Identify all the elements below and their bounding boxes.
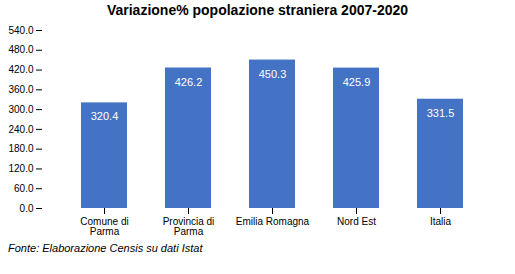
svg-text:420.0: 420.0 <box>8 64 33 75</box>
svg-text:0.0: 0.0 <box>20 203 34 214</box>
html-text:Variazione% popolazione strani: Variazione% popolazione straniera 2007-2… <box>106 2 409 18</box>
svg-text:240.0: 240.0 <box>8 124 33 135</box>
svg-text:60.0: 60.0 <box>14 183 34 194</box>
svg-text:426.2: 426.2 <box>175 76 203 88</box>
html-text:Fonte: Elaborazione Censis su: Fonte: Elaborazione Censis su dati Istat <box>8 242 203 254</box>
svg-text:Comune diParma: Comune diParma <box>80 216 128 237</box>
svg-text:120.0: 120.0 <box>8 163 33 174</box>
svg-text:Italia: Italia <box>430 216 452 227</box>
svg-text:540.0: 540.0 <box>8 25 33 36</box>
svg-text:320.4: 320.4 <box>91 110 119 122</box>
svg-text:480.0: 480.0 <box>8 44 33 55</box>
svg-text:331.5: 331.5 <box>427 107 455 119</box>
svg-text:Nord Est: Nord Est <box>337 216 376 227</box>
svg-text:300.0: 300.0 <box>8 104 33 115</box>
svg-text:180.0: 180.0 <box>8 143 33 154</box>
svg-text:425.9: 425.9 <box>343 76 371 88</box>
svg-text:Provincia diParma: Provincia diParma <box>163 216 215 237</box>
svg-text:360.0: 360.0 <box>8 84 33 95</box>
svg-text:Emilia Romagna: Emilia Romagna <box>236 216 310 227</box>
svg-text:450.3: 450.3 <box>259 68 287 80</box>
